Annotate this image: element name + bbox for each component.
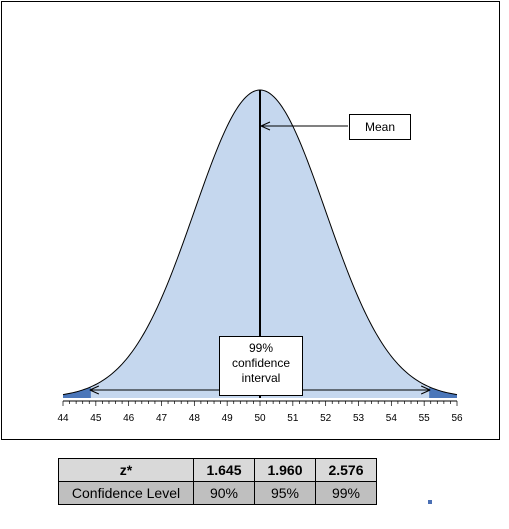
- z-star-table: z* 1.645 1.960 2.576 Confidence Level 90…: [58, 458, 377, 505]
- mean-label: Mean: [349, 114, 411, 140]
- ci-label-line-1: 99%: [248, 341, 274, 355]
- cell-resize-handle: [428, 500, 432, 504]
- x-tick-label: 56: [451, 413, 463, 424]
- x-tick-label: 48: [189, 413, 201, 424]
- confidence-level-value: 99%: [315, 481, 377, 505]
- x-tick-label: 55: [419, 413, 431, 424]
- mean-arrow-head: [260, 121, 271, 131]
- z-star-value: 1.645: [193, 458, 255, 482]
- chart-area: 44 45 46 47 48 49 50 51 52 53 54 55 56 Mean 99% conf…: [1, 1, 500, 440]
- x-tick-label: 44: [57, 413, 69, 424]
- x-tick-label: 53: [353, 413, 365, 424]
- z-star-value: 1.960: [254, 458, 316, 482]
- ci-label-line-3: interval: [241, 371, 281, 385]
- confidence-interval-label: 99% confidence interval: [219, 336, 303, 396]
- x-tick-label: 54: [386, 413, 398, 424]
- x-tick-label: 47: [156, 413, 168, 424]
- confidence-level-value: 95%: [254, 481, 316, 505]
- z-star-row: z* 1.645 1.960 2.576: [58, 458, 377, 482]
- confidence-level-row: Confidence Level 90% 95% 99%: [58, 481, 377, 505]
- x-axis-ticks: 44 45 46 47 48 49 50 51 52 53 54 55 56: [57, 401, 463, 424]
- x-tick-label: 46: [123, 413, 135, 424]
- ci-arrow-head-left: [89, 385, 100, 395]
- x-tick-label: 51: [287, 413, 299, 424]
- z-star-header: z*: [58, 458, 194, 482]
- x-tick-label: 52: [320, 413, 332, 424]
- z-star-value: 2.576: [315, 458, 377, 482]
- x-tick-label: 45: [90, 413, 102, 424]
- ci-label-line-2: confidence: [231, 356, 291, 370]
- confidence-level-header: Confidence Level: [58, 481, 194, 505]
- ci-arrow-head-right: [420, 385, 431, 395]
- normal-curve-chart: 44 45 46 47 48 49 50 51 52 53 54 55 56: [57, 89, 463, 424]
- x-tick-label: 49: [222, 413, 234, 424]
- x-tick-label: 50: [254, 413, 266, 424]
- confidence-level-value: 90%: [193, 481, 255, 505]
